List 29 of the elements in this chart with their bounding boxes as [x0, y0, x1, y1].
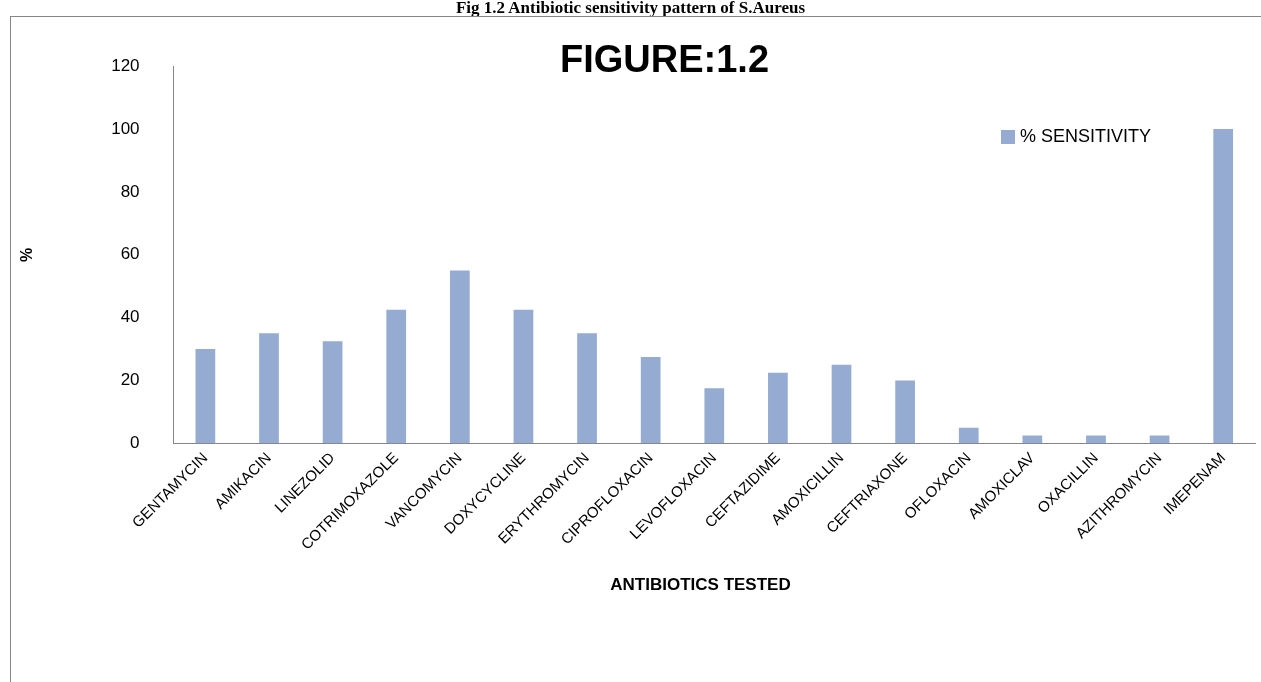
bar	[1022, 435, 1043, 444]
bar	[577, 333, 597, 444]
y-tick-label: 120	[111, 55, 140, 75]
bar	[513, 309, 534, 444]
bar	[958, 427, 979, 444]
chart-subtitle: FIGURE:1.2	[560, 38, 770, 81]
chart-title: Fig 1.2 Antibiotic sensitivity pattern of S.Aureus	[454, 0, 807, 18]
y-tick-label: 100	[111, 118, 140, 138]
bar	[831, 364, 852, 444]
bar	[195, 349, 216, 444]
x-axis-title: ANTIBIOTICS TESTED	[609, 575, 792, 595]
y-tick-label: 40	[120, 307, 140, 327]
bar	[704, 388, 725, 444]
bar	[1213, 129, 1234, 444]
y-tick-label: 80	[120, 181, 140, 201]
bar	[1086, 435, 1106, 444]
y-tick-label: 60	[120, 244, 140, 264]
legend-label: % SENSITIVITY	[1018, 126, 1151, 147]
bar	[640, 356, 661, 444]
bar	[449, 270, 470, 444]
y-tick-label: 20	[120, 370, 140, 390]
bar	[322, 341, 343, 444]
bar	[895, 380, 915, 444]
y-axis-title: %	[18, 247, 36, 262]
bar	[1149, 435, 1170, 444]
bar	[386, 309, 407, 444]
bar	[259, 333, 279, 444]
y-tick-label: 0	[130, 433, 140, 453]
bar	[768, 372, 788, 444]
